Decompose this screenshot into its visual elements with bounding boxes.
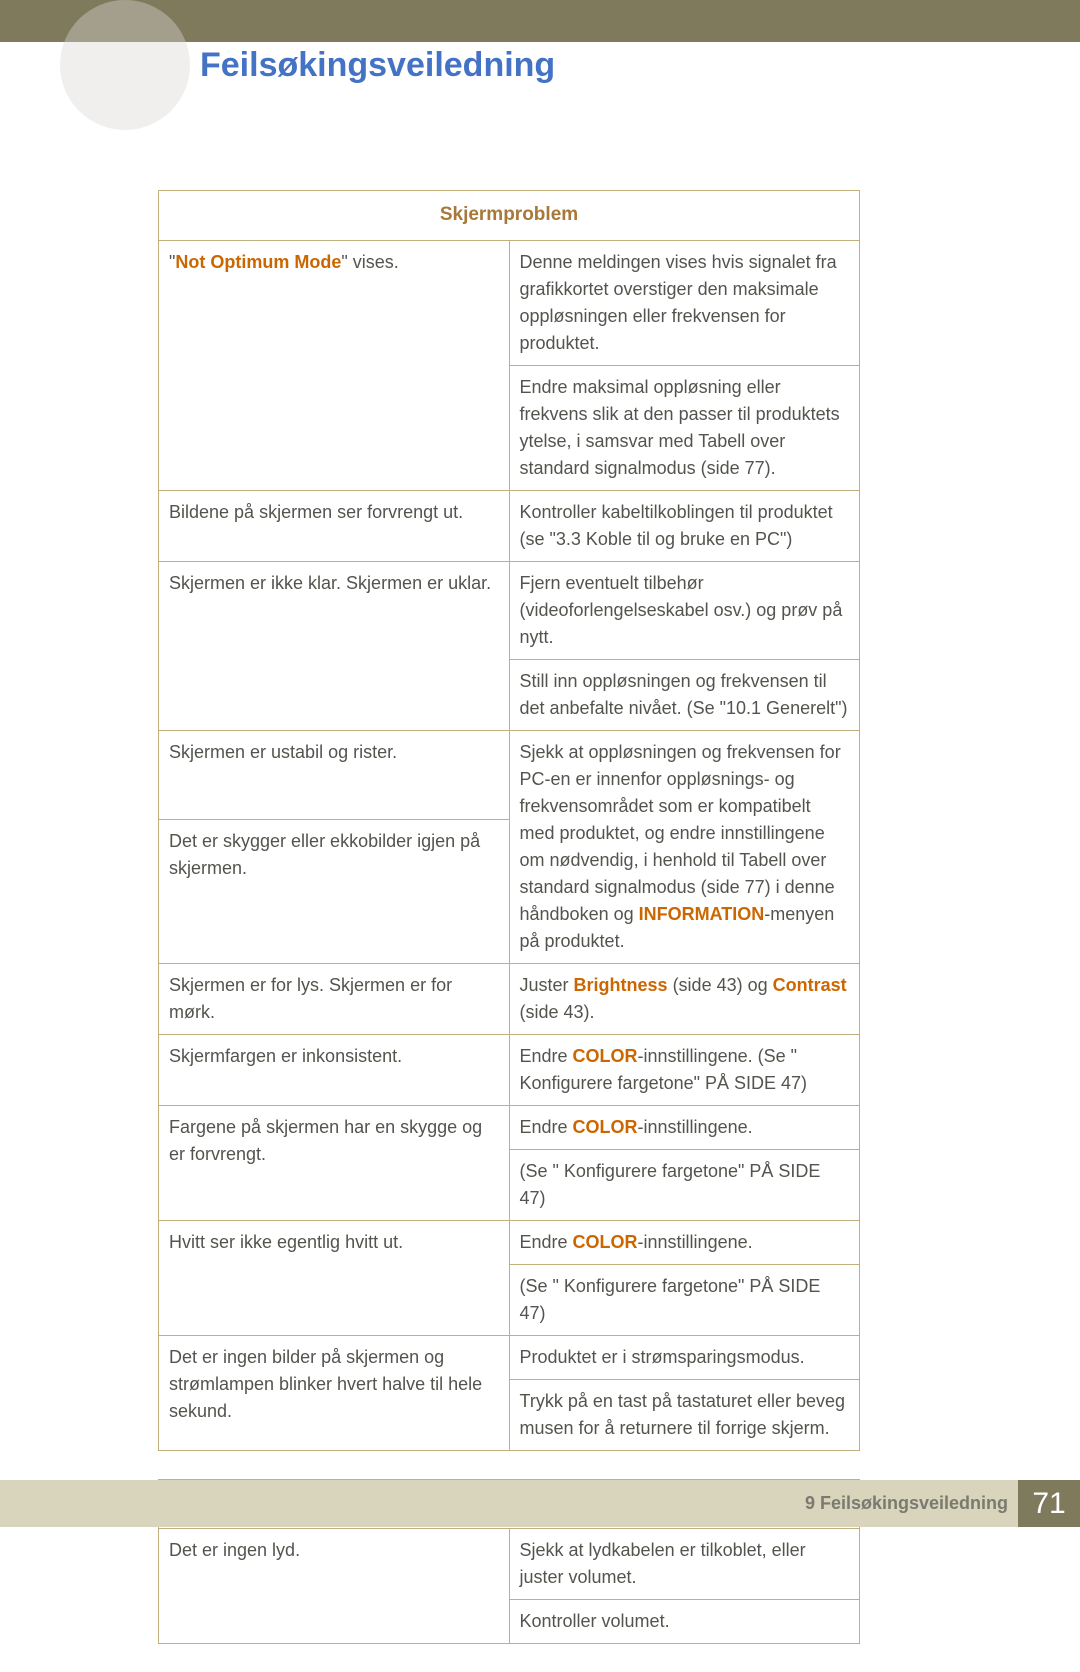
screen-solution-cell: Produktet er i strømsparingsmodus. — [509, 1335, 860, 1379]
screen-problem-cell: Skjermen er for lys. Skjermen er for mør… — [159, 963, 510, 1034]
sound-problem-cell: Det er ingen lyd. — [159, 1529, 510, 1644]
footer-bar: 9 Feilsøkingsveiledning 71 — [0, 1480, 1080, 1527]
screen-problem-table: Skjermproblem "Not Optimum Mode" vises.D… — [158, 190, 860, 1451]
screen-problem-cell: "Not Optimum Mode" vises. — [159, 240, 510, 490]
screen-solution-cell: Juster Brightness (side 43) og Contrast … — [509, 963, 860, 1034]
screen-problem-cell: Fargene på skjermen har en skygge og er … — [159, 1105, 510, 1220]
screen-table-header: Skjermproblem — [159, 191, 860, 241]
screen-row: Bildene på skjermen ser forvrengt ut.Kon… — [159, 490, 860, 561]
chapter-circle — [60, 0, 190, 130]
sound-row: Det er ingen lyd.Sjekk at lydkabelen er … — [159, 1529, 860, 1600]
screen-solution-cell: Endre COLOR-innstillingene. (Se " Konfig… — [509, 1034, 860, 1105]
screen-solution-cell: Fjern eventuelt tilbehør (videoforlengel… — [509, 561, 860, 659]
tables-container: Skjermproblem "Not Optimum Mode" vises.D… — [158, 190, 860, 1672]
page-number: 71 — [1018, 1480, 1080, 1527]
sound-solution-cell: Sjekk at lydkabelen er tilkoblet, eller … — [509, 1529, 860, 1600]
screen-problem-cell: Det er skygger eller ekkobilder igjen på… — [159, 819, 510, 963]
screen-solution-cell: Denne meldingen vises hvis signalet fra … — [509, 240, 860, 365]
screen-row: Fargene på skjermen har en skygge og er … — [159, 1105, 860, 1149]
footer-chapter-label: 9 Feilsøkingsveiledning — [805, 1493, 1008, 1514]
sound-solution-cell: Kontroller volumet. — [509, 1600, 860, 1644]
page-title: Feilsøkingsveiledning — [200, 46, 555, 85]
screen-row: Skjermen er for lys. Skjermen er for mør… — [159, 963, 860, 1034]
screen-row: Det er ingen bilder på skjermen og strøm… — [159, 1335, 860, 1379]
screen-problem-cell: Skjermen er ikke klar. Skjermen er uklar… — [159, 561, 510, 730]
screen-solution-cell: Endre COLOR-innstillingene. — [509, 1105, 860, 1149]
screen-row: Hvitt ser ikke egentlig hvitt ut.Endre C… — [159, 1220, 860, 1264]
screen-solution-cell: Trykk på en tast på tastaturet eller bev… — [509, 1379, 860, 1450]
screen-solution-cell: (Se " Konfigurere fargetone" PÅ SIDE 47) — [509, 1264, 860, 1335]
screen-problem-cell: Bildene på skjermen ser forvrengt ut. — [159, 490, 510, 561]
screen-row: Skjermfargen er inkonsistent.Endre COLOR… — [159, 1034, 860, 1105]
screen-problem-cell: Hvitt ser ikke egentlig hvitt ut. — [159, 1220, 510, 1335]
screen-solution-cell: Sjekk at oppløsningen og frekvensen for … — [509, 730, 860, 963]
screen-problem-cell: Skjermfargen er inkonsistent. — [159, 1034, 510, 1105]
screen-row: Skjermen er ustabil og rister.Sjekk at o… — [159, 730, 860, 819]
screen-solution-cell: (Se " Konfigurere fargetone" PÅ SIDE 47) — [509, 1149, 860, 1220]
screen-problem-cell: Skjermen er ustabil og rister. — [159, 730, 510, 819]
screen-solution-cell: Kontroller kabeltilkoblingen til produkt… — [509, 490, 860, 561]
screen-problem-cell: Det er ingen bilder på skjermen og strøm… — [159, 1335, 510, 1450]
screen-row: "Not Optimum Mode" vises.Denne meldingen… — [159, 240, 860, 365]
screen-solution-cell: Endre maksimal oppløsning eller frekvens… — [509, 365, 860, 490]
screen-solution-cell: Endre COLOR-innstillingene. — [509, 1220, 860, 1264]
screen-row: Skjermen er ikke klar. Skjermen er uklar… — [159, 561, 860, 659]
screen-solution-cell: Still inn oppløsningen og frekvensen til… — [509, 659, 860, 730]
